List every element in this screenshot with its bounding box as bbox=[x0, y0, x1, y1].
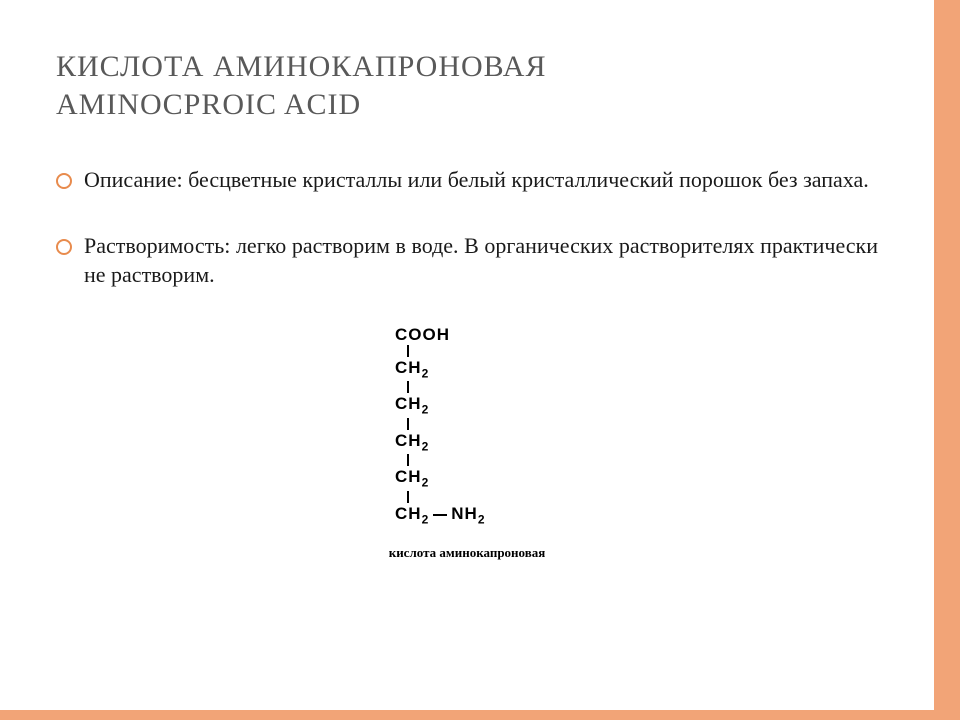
formula-group: COOH bbox=[395, 326, 450, 343]
bond-icon bbox=[407, 418, 409, 430]
formula-caption: кислота аминокапроновая bbox=[367, 545, 567, 561]
chemical-structure: COOH CH2 CH2 CH2 CH2 CH2 NH2 кислота ами… bbox=[367, 326, 567, 561]
bond-icon bbox=[407, 345, 409, 357]
bond-icon bbox=[407, 491, 409, 503]
formula-last-row: CH2 NH2 bbox=[395, 505, 486, 525]
hbond-icon bbox=[433, 514, 447, 516]
formula-group: CH2 bbox=[395, 468, 429, 488]
slide-body: КИСЛОТА АМИНОКАПРОНОВАЯ AMINOCPROIC ACID… bbox=[0, 0, 934, 710]
bullet-item: Растворимость: легко растворим в воде. В… bbox=[56, 231, 878, 290]
title-line-2: AMINOCPROIC ACID bbox=[56, 88, 361, 121]
bond-icon bbox=[407, 381, 409, 393]
bottom-accent-band bbox=[0, 710, 960, 720]
formula-group: CH2 bbox=[395, 395, 429, 415]
bullet-item: Описание: бесцветные кристаллы или белый… bbox=[56, 165, 878, 195]
slide-title: КИСЛОТА АМИНОКАПРОНОВАЯ AMINOCPROIC ACID bbox=[56, 48, 878, 123]
title-line-1: КИСЛОТА АМИНОКАПРОНОВАЯ bbox=[56, 50, 546, 83]
right-accent-band bbox=[934, 0, 960, 720]
formula-group: CH2 bbox=[395, 432, 429, 452]
formula-group: CH2 bbox=[395, 505, 429, 525]
formula-tail: NH2 bbox=[451, 505, 485, 525]
bond-icon bbox=[407, 454, 409, 466]
bullet-list: Описание: бесцветные кристаллы или белый… bbox=[56, 165, 878, 290]
bullet-text: Растворимость: легко растворим в воде. В… bbox=[84, 233, 878, 288]
formula-group: CH2 bbox=[395, 359, 429, 379]
bullet-text: Описание: бесцветные кристаллы или белый… bbox=[84, 167, 869, 192]
